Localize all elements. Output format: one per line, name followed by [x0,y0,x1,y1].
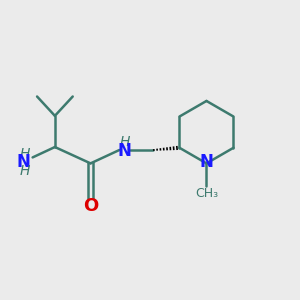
Text: CH₃: CH₃ [195,188,218,200]
Text: H: H [20,147,30,160]
Text: N: N [118,142,132,160]
Text: H: H [20,164,30,178]
Text: N: N [200,153,213,171]
Text: H: H [119,135,130,149]
Text: O: O [83,197,98,215]
Text: N: N [17,154,31,172]
